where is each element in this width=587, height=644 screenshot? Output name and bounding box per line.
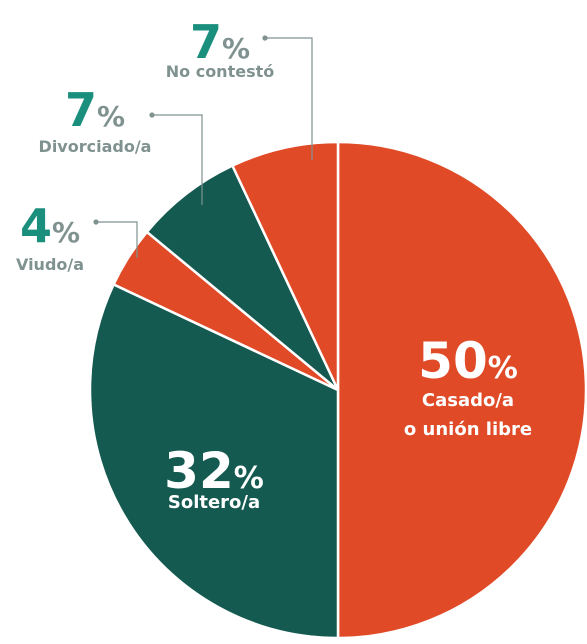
category-label: Casado/a o unión libre	[404, 390, 532, 440]
category-label: Soltero/a	[168, 492, 260, 513]
category-line: Casado/a	[422, 390, 514, 411]
pie-slice	[336, 140, 587, 640]
leader-dot	[93, 219, 99, 225]
value-number: 7	[65, 83, 97, 137]
value-unit: %	[97, 100, 125, 133]
value-number: 50	[418, 332, 488, 390]
slices	[88, 140, 587, 640]
value-number: 4	[20, 199, 52, 253]
category-line: Soltero/a	[168, 492, 260, 513]
leader-dot	[262, 35, 268, 41]
leader-lines	[93, 35, 313, 258]
value-label: 7%	[190, 15, 250, 69]
pie-slice	[88, 282, 340, 640]
value-number: 32	[164, 442, 234, 500]
value-unit: %	[52, 216, 80, 249]
value-label: 7%	[65, 83, 125, 137]
pie-slice	[230, 140, 340, 391]
value-number: 7	[190, 15, 222, 69]
category-line: Viudo/a	[16, 255, 84, 274]
leader-line	[152, 114, 203, 205]
category-line: Divorciado/a	[39, 137, 152, 156]
category-line: o unión libre	[404, 419, 532, 440]
value-label: 32%	[164, 442, 264, 500]
leader-dot	[149, 112, 155, 118]
category-label: No contestó	[166, 62, 274, 81]
pie-slice	[145, 163, 340, 391]
leader-line	[265, 37, 313, 160]
value-label: 4%	[20, 199, 80, 253]
category-label: Divorciado/a	[39, 137, 152, 156]
category-line: No contestó	[166, 62, 274, 81]
value-unit: %	[488, 351, 518, 386]
category-label: Viudo/a	[16, 255, 84, 274]
leader-line	[96, 221, 138, 258]
value-unit: %	[222, 32, 250, 65]
value-label: 50%	[418, 332, 518, 390]
value-unit: %	[234, 461, 264, 496]
